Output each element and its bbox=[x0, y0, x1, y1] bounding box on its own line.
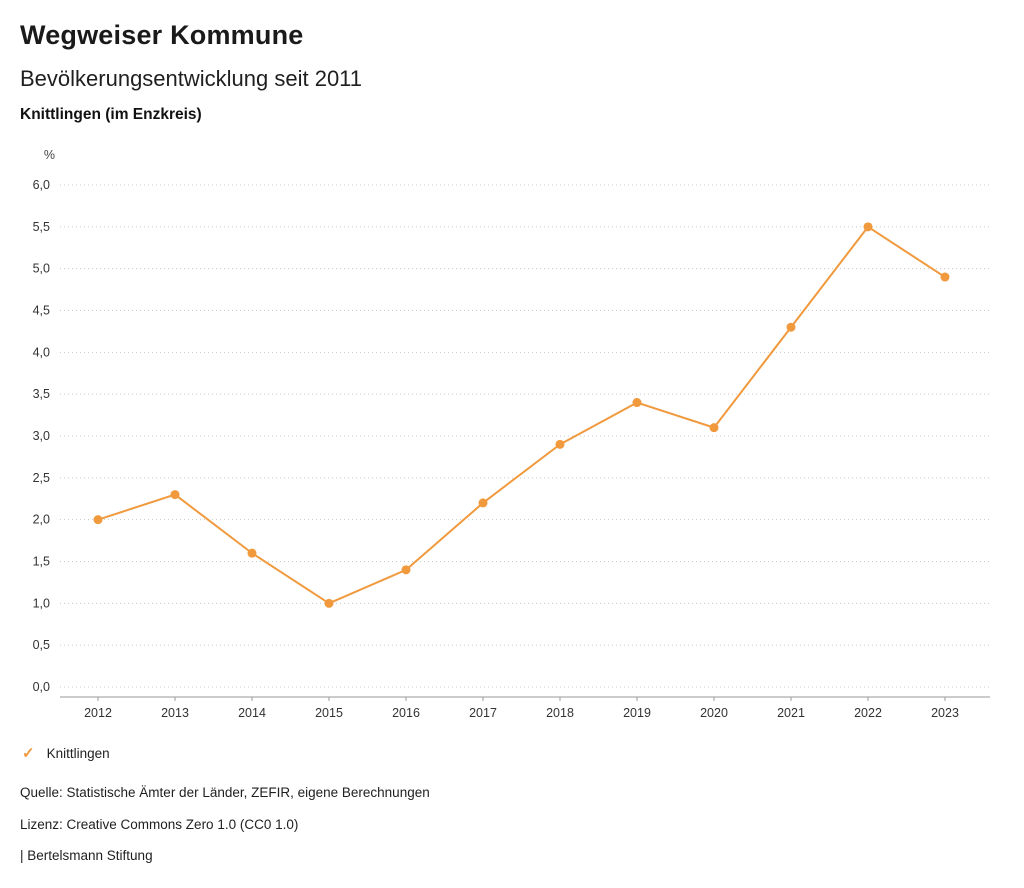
data-point[interactable] bbox=[170, 490, 180, 500]
license-text: Lizenz: Creative Commons Zero 1.0 (CC0 1… bbox=[20, 817, 299, 832]
data-point[interactable] bbox=[863, 222, 873, 232]
data-point[interactable] bbox=[478, 498, 488, 508]
y-axis-tick-label: 2,5 bbox=[33, 471, 50, 485]
legend-item-knittlingen[interactable]: ✓ Knittlingen bbox=[22, 746, 110, 761]
data-point[interactable] bbox=[940, 272, 950, 282]
x-axis-tick-label: 2017 bbox=[469, 706, 497, 720]
x-axis-tick-label: 2022 bbox=[854, 706, 882, 720]
chart-subtitle: Knittlingen (im Enzkreis) bbox=[20, 106, 202, 123]
y-axis-tick-label: 5,5 bbox=[33, 220, 50, 234]
x-axis-tick-label: 2014 bbox=[238, 706, 266, 720]
y-axis-tick-label: 3,0 bbox=[33, 429, 50, 443]
data-point[interactable] bbox=[632, 398, 642, 408]
data-point[interactable] bbox=[324, 598, 334, 608]
chart-title: Bevölkerungsentwicklung seit 2011 bbox=[20, 66, 363, 91]
x-axis-tick-label: 2021 bbox=[777, 706, 805, 720]
y-axis-tick-label: 1,0 bbox=[33, 596, 50, 610]
series-line bbox=[97, 225, 946, 605]
data-point[interactable] bbox=[401, 565, 411, 575]
data-point[interactable] bbox=[709, 423, 719, 433]
x-axis-tick-label: 2023 bbox=[931, 706, 959, 720]
app-title: Wegweiser Kommune bbox=[20, 20, 304, 50]
line-chart: 0,0 0,5 1,0 1,5 2,0 2,5 3,0 3,5 4,0 4,5 5,0 5,5 6,0%… bbox=[0, 145, 1024, 735]
source-text: Quelle: Statistische Ämter der Länder, Z… bbox=[20, 785, 430, 800]
y-axis-tick-label: 2,0 bbox=[33, 513, 50, 527]
data-point[interactable] bbox=[93, 515, 103, 525]
x-axis-tick-label: 2015 bbox=[315, 706, 343, 720]
data-point[interactable] bbox=[555, 439, 565, 449]
legend-check-icon: ✓ bbox=[22, 745, 35, 762]
y-axis-tick-label: 3,5 bbox=[33, 387, 50, 401]
data-point[interactable] bbox=[247, 548, 257, 558]
x-axis-tick-label: 2012 bbox=[84, 706, 112, 720]
y-axis-tick-label: 0,0 bbox=[33, 680, 50, 694]
y-axis-tick-label: 5,0 bbox=[33, 262, 50, 276]
y-axis-tick-label: 6,0 bbox=[33, 178, 50, 192]
x-axis-tick-label: 2020 bbox=[700, 706, 728, 720]
data-point[interactable] bbox=[786, 322, 796, 332]
legend-label: Knittlingen bbox=[46, 746, 110, 761]
chart-canvas: 0,0 0,5 1,0 1,5 2,0 2,5 3,0 3,5 4,0 4,5 5,0 5,5 6,0%… bbox=[33, 148, 990, 720]
x-axis-tick-label: 2019 bbox=[623, 706, 651, 720]
y-axis-tick-label: 1,5 bbox=[33, 555, 50, 569]
y-axis-tick-label: 4,0 bbox=[33, 345, 50, 359]
x-axis-tick-label: 2016 bbox=[392, 706, 420, 720]
attribution-text: | Bertelsmann Stiftung bbox=[20, 848, 153, 863]
x-axis-tick-label: 2018 bbox=[546, 706, 574, 720]
y-axis-unit-label: % bbox=[44, 148, 55, 162]
y-axis-tick-label: 0,5 bbox=[33, 638, 50, 652]
x-axis-tick-label: 2013 bbox=[161, 706, 189, 720]
y-axis-tick-label: 4,5 bbox=[33, 304, 50, 318]
